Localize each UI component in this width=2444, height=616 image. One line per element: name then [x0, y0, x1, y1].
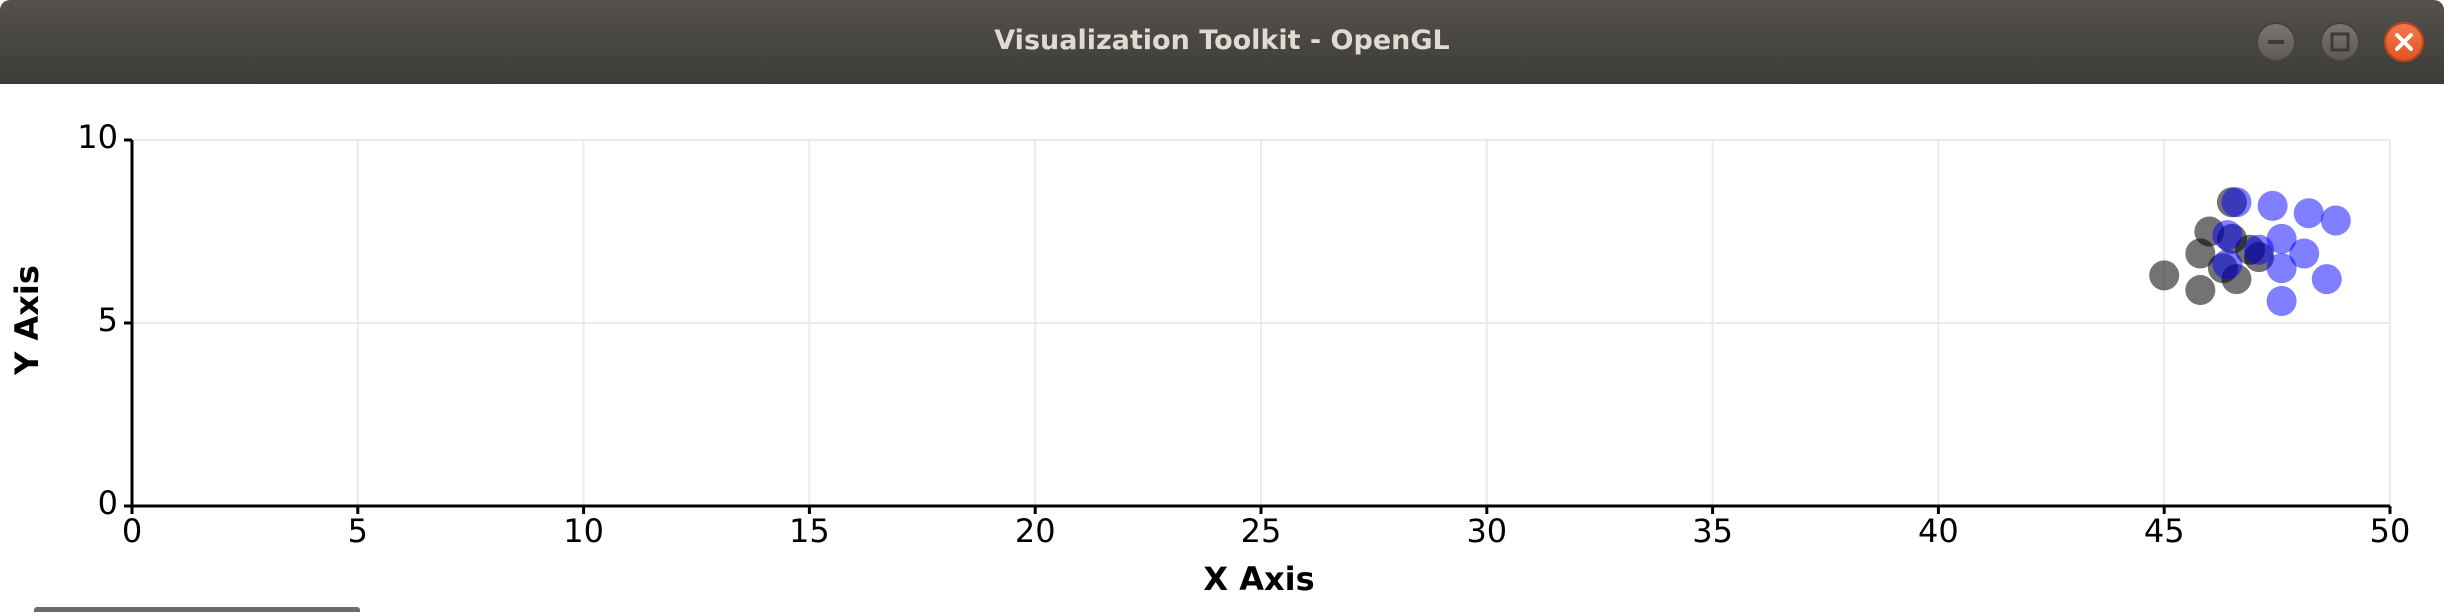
data-point-blue	[2257, 190, 2288, 221]
data-point-blue	[2320, 205, 2351, 236]
data-point-blue	[2266, 223, 2297, 254]
title-bar[interactable]: Visualization Toolkit - OpenGL	[0, 0, 2444, 84]
scatter-chart[interactable]: 0 5 10 15 20 25 30 35 40 45 50 0 5 10 X Axis Y Axis	[0, 84, 2444, 612]
plot-area[interactable]: 0 5 10 15 20 25 30 35 40 45 50 0 5 10 X Axis Y Axis	[0, 84, 2444, 612]
data-points	[2149, 187, 2351, 317]
x-tick-label: 0	[122, 512, 142, 550]
data-point-blue	[2266, 286, 2297, 317]
data-point-dark	[2149, 260, 2180, 291]
minimize-button[interactable]	[2256, 22, 2296, 62]
y-tick-label: 10	[77, 118, 118, 156]
maximize-icon	[2330, 32, 2350, 52]
data-point-blue	[2293, 198, 2324, 229]
data-point-dark	[2185, 275, 2216, 306]
data-point-blue	[2266, 253, 2297, 284]
data-point-blue	[2221, 187, 2252, 218]
axes: 0 5 10 15 20 25 30 35 40 45 50 0 5 10	[77, 118, 2410, 550]
x-tick-label: 15	[789, 512, 830, 550]
window-title: Visualization Toolkit - OpenGL	[994, 25, 1450, 56]
data-point-blue	[2212, 220, 2243, 251]
minimize-icon	[2268, 40, 2284, 44]
x-tick-label: 45	[2144, 512, 2185, 550]
x-tick-label: 35	[1692, 512, 1733, 550]
data-point-blue	[2212, 249, 2243, 280]
data-point-blue	[2311, 264, 2342, 295]
y-tick-label: 0	[98, 484, 118, 522]
x-tick-label: 5	[348, 512, 368, 550]
y-axis-label: Y Axis	[8, 265, 46, 376]
data-point-blue	[2244, 234, 2275, 265]
x-tick-label: 20	[1015, 512, 1056, 550]
maximize-button[interactable]	[2320, 22, 2360, 62]
close-icon	[2395, 33, 2413, 51]
x-tick-label: 25	[1241, 512, 1282, 550]
scrollbar-stub[interactable]	[34, 607, 360, 612]
x-axis-label: X Axis	[1203, 560, 1314, 598]
y-tick-label: 5	[98, 301, 118, 339]
x-tick-label: 40	[1918, 512, 1959, 550]
x-tick-label: 50	[2370, 512, 2411, 550]
x-tick-label: 10	[563, 512, 604, 550]
data-point-blue	[2289, 238, 2320, 269]
grid	[132, 139, 2391, 506]
close-button[interactable]	[2384, 22, 2424, 62]
data-point-dark	[2185, 238, 2216, 269]
x-tick-label: 30	[1466, 512, 1507, 550]
